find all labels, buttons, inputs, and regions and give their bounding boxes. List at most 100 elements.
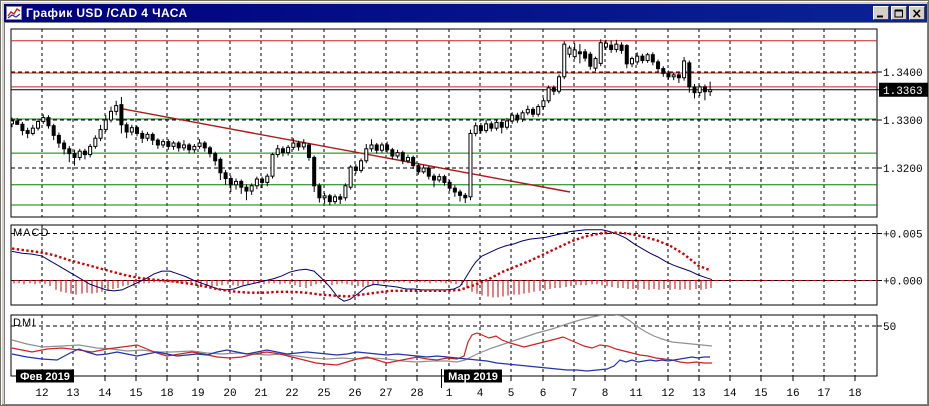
candle-body bbox=[98, 129, 103, 139]
candle-body bbox=[343, 185, 348, 199]
maximize-button[interactable] bbox=[891, 6, 907, 20]
candle-body bbox=[124, 124, 129, 133]
candle-body bbox=[244, 186, 249, 192]
date-label: 26 bbox=[348, 388, 361, 400]
candle-body bbox=[192, 145, 197, 151]
candle-body bbox=[77, 150, 82, 158]
candle-body bbox=[30, 127, 35, 134]
date-label: 28 bbox=[410, 388, 423, 400]
candle-body bbox=[484, 123, 489, 132]
candle-body bbox=[338, 196, 343, 200]
candle-body bbox=[296, 142, 301, 148]
candle-body bbox=[624, 45, 629, 65]
chart-client-area[interactable]: MACD DMI 1.3400 1.3363 1.3300 1.3200 +0.005 +0.… bbox=[4, 22, 928, 405]
candle-body bbox=[36, 120, 41, 129]
candle-body bbox=[260, 178, 265, 183]
candle-body bbox=[67, 148, 72, 155]
date-label: 19 bbox=[191, 388, 204, 400]
dmi-panel-label: DMI bbox=[13, 317, 36, 329]
candle-body bbox=[609, 44, 614, 50]
candle-body bbox=[645, 54, 650, 61]
candle-body bbox=[598, 42, 603, 64]
candle-body bbox=[306, 144, 311, 158]
window-title: График USD /CAD 4 ЧАСА bbox=[26, 6, 188, 20]
candle-body bbox=[656, 61, 661, 70]
date-label: 1 bbox=[446, 388, 453, 400]
candle-body bbox=[447, 181, 452, 189]
candle-body bbox=[635, 55, 640, 63]
candle-body bbox=[525, 108, 530, 114]
titlebar[interactable]: График USD /CAD 4 ЧАСА bbox=[4, 4, 927, 22]
candle-body bbox=[93, 137, 98, 147]
month-badge-label: Мар 2019 bbox=[448, 371, 498, 383]
candle-body bbox=[202, 142, 207, 149]
candle-body bbox=[135, 127, 140, 134]
candle-body bbox=[603, 42, 608, 48]
candle-body bbox=[213, 153, 218, 162]
candle-body bbox=[567, 47, 572, 55]
minimize-button[interactable] bbox=[873, 6, 889, 20]
candle-body bbox=[572, 49, 577, 58]
trendline[interactable] bbox=[122, 108, 571, 193]
candle-body bbox=[520, 112, 525, 120]
window-controls bbox=[873, 6, 925, 20]
candle-body bbox=[494, 121, 499, 129]
candle-body bbox=[114, 105, 119, 112]
date-label: 15 bbox=[129, 388, 142, 400]
price-axis-label: 1.3300 bbox=[883, 116, 923, 128]
date-label: 27 bbox=[379, 388, 392, 400]
candle-body bbox=[140, 132, 145, 139]
candle-body bbox=[359, 160, 364, 171]
candle-body bbox=[161, 141, 166, 146]
candle-body bbox=[468, 132, 473, 198]
date-label: 5 bbox=[508, 388, 515, 400]
candle-body bbox=[239, 180, 244, 188]
date-label: 6 bbox=[540, 388, 547, 400]
candle-body bbox=[270, 154, 275, 177]
candle-body bbox=[416, 165, 421, 173]
date-label: 20 bbox=[223, 388, 236, 400]
candle-body bbox=[166, 141, 171, 147]
candle-body bbox=[82, 150, 87, 156]
candle-body bbox=[687, 62, 692, 88]
candle-body bbox=[400, 152, 405, 162]
close-icon bbox=[912, 8, 921, 18]
date-label: 15 bbox=[754, 388, 767, 400]
candle-body bbox=[275, 148, 280, 156]
chart-svg[interactable]: MACD DMI 1.3400 1.3363 1.3300 1.3200 +0.005 +0.… bbox=[5, 23, 928, 405]
close-button[interactable] bbox=[909, 6, 925, 20]
date-label: 21 bbox=[254, 388, 268, 400]
candle-body bbox=[546, 87, 551, 102]
chart-app-icon bbox=[6, 6, 22, 20]
minimize-icon bbox=[877, 15, 883, 17]
candle-body bbox=[327, 195, 332, 203]
dmi-plus-di-line bbox=[11, 332, 712, 366]
candle-body bbox=[72, 153, 77, 158]
candle-body bbox=[249, 185, 254, 192]
candle-body bbox=[181, 144, 186, 149]
candle-body bbox=[265, 175, 270, 183]
date-label: 8 bbox=[602, 388, 609, 400]
candle-body bbox=[390, 149, 395, 157]
date-label: 18 bbox=[160, 388, 173, 400]
candle-body bbox=[588, 53, 593, 67]
dmi-minus-di-line bbox=[11, 348, 710, 372]
candle-body bbox=[108, 110, 113, 121]
macd-signal-line bbox=[11, 231, 711, 298]
candle-body bbox=[312, 156, 317, 187]
candle-body bbox=[385, 144, 390, 151]
candle-body bbox=[682, 60, 687, 79]
date-label: 13 bbox=[692, 388, 705, 400]
candle-body bbox=[562, 43, 567, 78]
date-label: 7 bbox=[571, 388, 578, 400]
candle-body bbox=[41, 117, 46, 122]
candle-body bbox=[697, 86, 702, 94]
month-badge-label: Фев 2019 bbox=[20, 371, 70, 383]
candle-body bbox=[228, 178, 233, 186]
candle-body bbox=[629, 58, 634, 65]
candle-body bbox=[353, 166, 358, 171]
candle-body bbox=[551, 87, 556, 92]
candle-body bbox=[593, 58, 598, 69]
candle-body bbox=[11, 120, 14, 125]
candle-body bbox=[145, 133, 150, 139]
